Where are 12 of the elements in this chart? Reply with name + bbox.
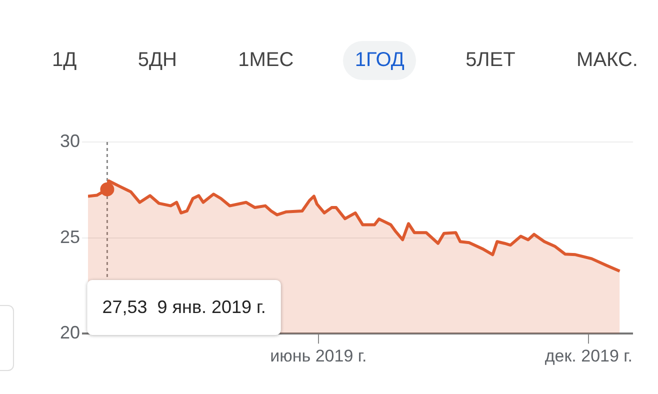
text: 5ЛЕТ xyxy=(464,48,516,72)
text: 5ДН xyxy=(136,48,178,72)
text: 1ГОД xyxy=(342,40,416,80)
y-tick-label: 25 xyxy=(60,226,80,247)
x-tick-label: июнь 2019 г. xyxy=(270,346,367,366)
y-tick-label: 30 xyxy=(60,130,80,151)
text: МАКС. xyxy=(576,48,639,72)
y-tick-label: 20 xyxy=(60,322,80,343)
text: 1Д xyxy=(51,48,78,72)
x-tick-label: дек. 2019 г. xyxy=(544,346,633,366)
annotation: 27,53 9 янв. 2019 г. xyxy=(102,296,266,317)
text: 1МЕС xyxy=(237,48,295,72)
